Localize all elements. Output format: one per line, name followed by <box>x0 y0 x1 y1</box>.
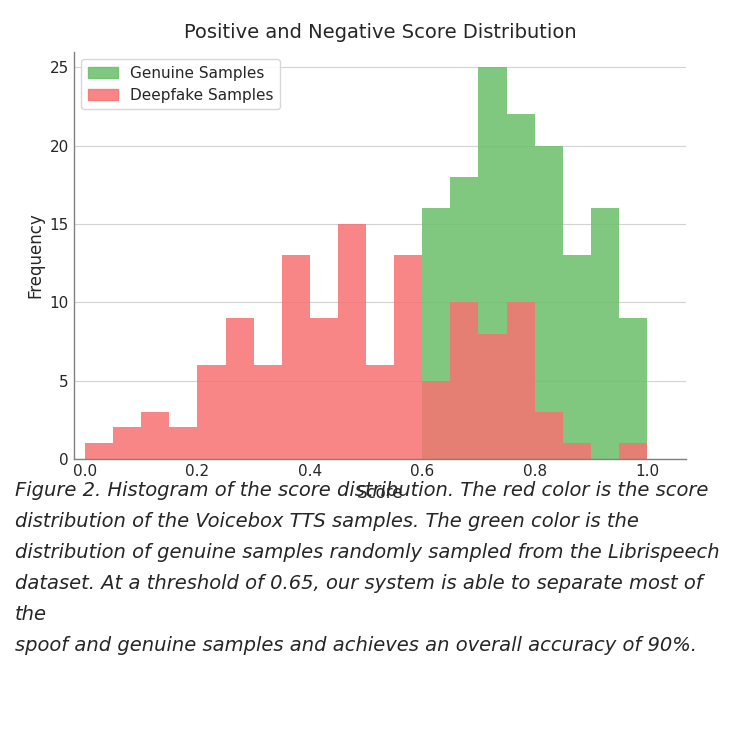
Text: Figure 2. Histogram of the score distribution. The red color is the score
distri: Figure 2. Histogram of the score distrib… <box>15 481 720 655</box>
Bar <box>619 318 647 459</box>
Bar <box>141 412 169 459</box>
Bar <box>450 177 478 459</box>
Bar <box>534 146 562 459</box>
Bar <box>506 302 534 459</box>
Y-axis label: Frequency: Frequency <box>26 212 44 298</box>
Bar <box>169 428 198 459</box>
Bar <box>85 443 113 459</box>
Bar <box>422 380 450 459</box>
Bar <box>478 334 506 459</box>
Bar <box>198 365 226 459</box>
X-axis label: Score: Score <box>356 484 404 502</box>
Bar <box>366 365 394 459</box>
Bar <box>394 255 422 459</box>
Bar <box>254 365 282 459</box>
Bar <box>478 67 506 459</box>
Legend: Genuine Samples, Deepfake Samples: Genuine Samples, Deepfake Samples <box>81 59 280 110</box>
Bar <box>450 302 478 459</box>
Bar <box>506 115 534 459</box>
Bar <box>113 428 141 459</box>
Bar <box>338 224 366 459</box>
Bar <box>310 318 338 459</box>
Bar <box>619 443 647 459</box>
Bar <box>534 412 562 459</box>
Bar <box>422 209 450 459</box>
Bar <box>282 255 310 459</box>
Bar <box>591 209 619 459</box>
Bar <box>562 443 591 459</box>
Title: Positive and Negative Score Distribution: Positive and Negative Score Distribution <box>184 23 576 42</box>
Bar <box>226 318 254 459</box>
Bar <box>562 255 591 459</box>
